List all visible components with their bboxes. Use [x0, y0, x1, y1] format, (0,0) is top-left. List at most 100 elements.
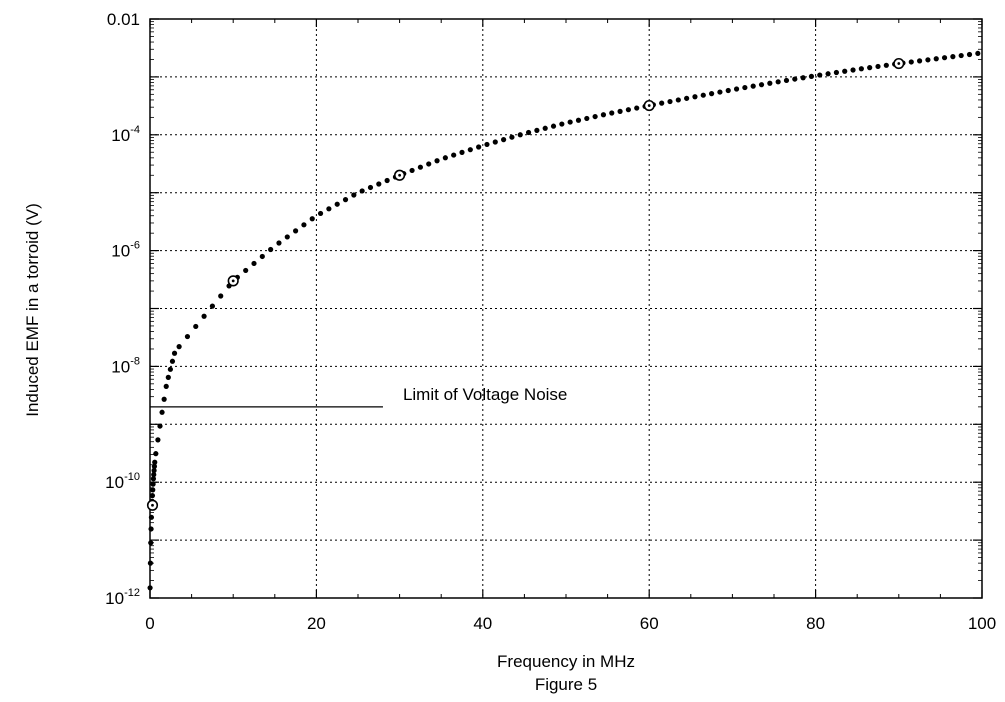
x-tick-label: 40 [473, 614, 492, 633]
series-point [758, 82, 765, 88]
series-point [153, 451, 159, 457]
series-point [384, 177, 390, 184]
series-point [151, 463, 158, 469]
noise-limit-label: Limit of Voltage Noise [403, 385, 567, 404]
series-marker-dot [897, 62, 901, 65]
series-point [525, 129, 532, 136]
series-point [709, 91, 715, 97]
series-point [184, 333, 191, 340]
series-point [434, 158, 440, 164]
x-tick-label: 100 [968, 614, 996, 633]
series-point [559, 121, 565, 127]
series-point [634, 105, 640, 111]
y-tick-label: 10-10 [105, 471, 140, 492]
series-point [742, 84, 748, 91]
series-point [817, 72, 823, 78]
y-tick-label: 10-8 [111, 355, 140, 376]
series-point [150, 476, 157, 482]
series-point [476, 144, 482, 150]
series-marker-dot [231, 279, 235, 283]
series-point [750, 83, 756, 89]
series-point [367, 184, 374, 191]
series-point [442, 155, 448, 161]
x-tick-label: 0 [145, 614, 154, 633]
series-marker-dot [151, 503, 154, 507]
series-point [193, 323, 199, 330]
series-point [725, 87, 731, 94]
x-axis-label: Frequency in MHz [497, 652, 635, 671]
series-point [517, 132, 523, 138]
series-point [534, 127, 540, 133]
series-point [167, 366, 173, 372]
series-point [147, 560, 154, 566]
series-point [317, 210, 324, 217]
series [146, 50, 981, 591]
series-point [451, 152, 457, 158]
series-point [925, 57, 931, 63]
series-point [717, 89, 723, 95]
y-tick-labels: 0.01 10-4 10-6 10-8 10-10 10-12 [105, 10, 140, 608]
series-point [342, 197, 349, 203]
series-point [417, 164, 423, 170]
series-point [151, 472, 157, 478]
series-point [975, 50, 981, 57]
series-point [301, 222, 307, 228]
series-point [148, 540, 154, 546]
series-point [359, 188, 365, 194]
y-tick-label: 10-6 [111, 240, 140, 261]
series-point [169, 358, 176, 364]
series-point [157, 423, 163, 429]
series-point [501, 137, 507, 143]
series-point [148, 514, 155, 520]
series-point [875, 63, 881, 70]
series-point [700, 92, 706, 98]
series-point [800, 75, 806, 81]
series-point [259, 253, 265, 260]
series-point [584, 115, 590, 122]
x-tick-label: 20 [307, 614, 326, 633]
series-point [659, 100, 665, 106]
series-point [966, 51, 973, 58]
series-point [176, 343, 182, 350]
series-marker-dot [647, 104, 651, 107]
series-point [617, 108, 623, 114]
series-point [148, 526, 154, 532]
series-point [149, 493, 156, 499]
series-point [667, 98, 673, 105]
series-point [933, 56, 939, 62]
series-point [209, 303, 215, 309]
series-point [542, 125, 548, 131]
y-tick-label: 10-4 [111, 124, 140, 145]
x-tick-labels: 0 20 40 60 80 100 [145, 614, 996, 633]
series-point [567, 119, 573, 125]
series-point [950, 54, 956, 60]
series-point [150, 481, 156, 487]
grid [150, 19, 982, 598]
series-point [825, 71, 831, 77]
series-point [842, 68, 848, 74]
y-axis-label: Induced EMF in a torroid (V) [23, 203, 42, 417]
series-point [284, 234, 290, 240]
x-tick-label: 60 [640, 614, 659, 633]
series-point [550, 123, 557, 129]
series-point [251, 260, 257, 267]
series-point [767, 80, 773, 86]
series-point [509, 134, 515, 140]
series-point [268, 246, 274, 253]
series-point [733, 86, 740, 92]
series-point [459, 149, 465, 155]
series-point [243, 267, 249, 274]
series-point [775, 79, 781, 85]
series-point [625, 107, 632, 113]
series-point [293, 228, 299, 234]
series-point [867, 65, 873, 71]
series-point [201, 313, 207, 319]
series-point [858, 66, 864, 72]
series-point [309, 216, 315, 222]
series-point [484, 141, 490, 148]
series-point [592, 113, 598, 120]
series-point [276, 240, 282, 246]
series-point [684, 95, 690, 101]
series-point [409, 167, 415, 174]
